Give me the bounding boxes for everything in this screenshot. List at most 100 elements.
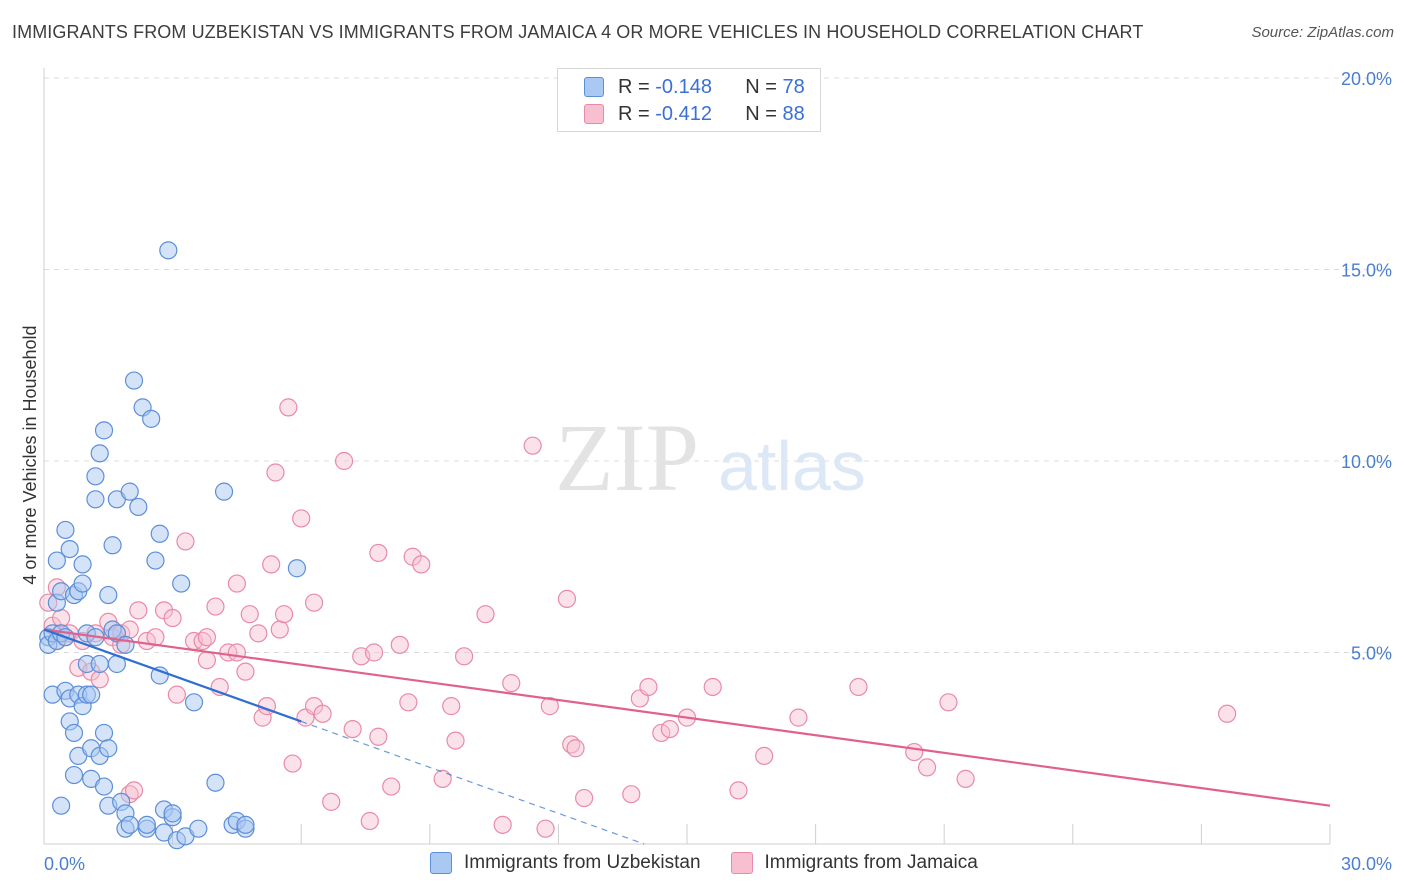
- data-point-jamaica: [755, 746, 774, 766]
- data-point-jamaica: [197, 628, 216, 647]
- data-point-jamaica: [540, 697, 559, 716]
- y-tick-label: 15.0%: [1341, 261, 1392, 281]
- series-jamaica-points: [39, 398, 1237, 838]
- data-point-uzbekistan: [47, 551, 66, 570]
- data-point-jamaica: [364, 643, 384, 662]
- data-point-jamaica: [849, 677, 868, 697]
- legend-label-jamaica: Immigrants from Jamaica: [764, 852, 978, 873]
- data-point-uzbekistan: [189, 819, 208, 838]
- trend-line-jamaica: [43, 628, 1331, 807]
- data-point-uzbekistan: [159, 241, 178, 260]
- data-point-uzbekistan: [206, 773, 225, 792]
- data-point-jamaica: [523, 436, 542, 455]
- data-point-jamaica: [703, 677, 722, 697]
- data-point-jamaica: [399, 693, 418, 712]
- data-point-jamaica: [390, 635, 409, 654]
- series-legend: Immigrants from Uzbekistan Immigrants fr…: [430, 852, 1008, 874]
- data-point-jamaica: [369, 727, 388, 746]
- data-point-jamaica: [454, 647, 474, 666]
- legend-row-uzbekistan: R = -0.148 N = 78: [584, 74, 805, 100]
- data-point-jamaica: [536, 819, 555, 838]
- data-point-jamaica: [249, 624, 268, 643]
- data-point-uzbekistan: [94, 421, 114, 440]
- legend-n-value: 88: [782, 102, 805, 125]
- data-point-uzbekistan: [94, 777, 114, 796]
- tick-labels: 5.0% 10.0% 15.0% 20.0% 0.0% 30.0%: [44, 69, 1392, 874]
- legend-r-label: R =: [618, 75, 656, 98]
- data-point-jamaica: [502, 674, 521, 693]
- data-point-jamaica: [227, 643, 246, 662]
- data-point-jamaica: [197, 651, 216, 670]
- series-uzbekistan-points: [39, 241, 307, 850]
- legend-r-label: R =: [618, 102, 656, 125]
- data-point-jamaica: [360, 811, 379, 831]
- data-point-jamaica: [442, 697, 461, 716]
- data-point-uzbekistan: [56, 520, 75, 540]
- data-point-jamaica: [227, 574, 246, 593]
- y-tick-label: 5.0%: [1351, 644, 1392, 664]
- data-point-uzbekistan: [99, 585, 118, 605]
- legend-row-jamaica: R = -0.412 N = 88: [584, 101, 805, 127]
- data-point-uzbekistan: [236, 815, 255, 834]
- data-point-jamaica: [266, 463, 285, 482]
- trend-line-uzbekistan-extension: [300, 720, 645, 845]
- data-point-jamaica: [253, 708, 272, 727]
- data-point-jamaica: [369, 543, 388, 563]
- data-point-jamaica: [90, 670, 109, 689]
- y-tick-label: 20.0%: [1341, 69, 1392, 89]
- data-point-jamaica: [236, 662, 255, 681]
- legend-item-uzbekistan[interactable]: Immigrants from Uzbekistan: [430, 852, 701, 874]
- data-point-uzbekistan: [146, 551, 165, 570]
- data-point-jamaica: [313, 704, 332, 723]
- grid-lines: [44, 77, 1392, 653]
- data-point-uzbekistan: [90, 654, 109, 674]
- data-point-uzbekistan: [137, 815, 156, 834]
- data-point-jamaica: [639, 677, 658, 697]
- data-point-uzbekistan: [142, 409, 161, 428]
- data-point-jamaica: [343, 719, 362, 739]
- data-point-jamaica: [557, 589, 577, 608]
- data-point-jamaica: [446, 731, 465, 750]
- watermark: ZIP atlas: [555, 404, 866, 511]
- data-point-uzbekistan: [120, 815, 139, 834]
- x-tick-label: 0.0%: [44, 854, 85, 874]
- data-point-jamaica: [279, 398, 298, 417]
- data-point-jamaica: [292, 509, 311, 528]
- data-point-uzbekistan: [60, 539, 79, 559]
- data-point-jamaica: [163, 608, 182, 628]
- data-point-jamaica: [956, 769, 975, 788]
- data-point-uzbekistan: [64, 723, 84, 743]
- data-point-jamaica: [270, 620, 289, 639]
- legend-swatch-pink: [730, 852, 753, 874]
- data-point-uzbekistan: [287, 559, 307, 578]
- chart-title: IMMIGRANTS FROM UZBEKISTAN VS IMMIGRANTS…: [12, 22, 1144, 42]
- legend-n-value: 78: [782, 75, 805, 98]
- data-point-uzbekistan: [172, 574, 191, 593]
- data-point-uzbekistan: [163, 804, 182, 823]
- data-point-jamaica: [382, 777, 401, 796]
- legend-swatch-blue: [584, 77, 604, 97]
- legend-swatch-blue: [430, 852, 452, 874]
- data-point-jamaica: [433, 769, 452, 788]
- data-point-uzbekistan: [214, 482, 234, 501]
- legend-item-jamaica[interactable]: Immigrants from Jamaica: [730, 852, 978, 874]
- data-point-jamaica: [729, 781, 748, 800]
- data-point-uzbekistan: [82, 685, 101, 704]
- data-point-jamaica: [905, 742, 924, 762]
- data-point-jamaica: [274, 605, 294, 624]
- data-point-uzbekistan: [103, 536, 122, 555]
- legend-r-value: -0.148: [655, 75, 712, 98]
- data-point-jamaica: [476, 605, 495, 624]
- data-point-jamaica: [167, 685, 186, 704]
- data-point-jamaica: [652, 723, 671, 743]
- legend-n-label: N =: [745, 102, 783, 125]
- data-point-uzbekistan: [150, 666, 169, 685]
- data-point-jamaica: [939, 693, 958, 712]
- data-point-jamaica: [124, 781, 144, 800]
- data-point-jamaica: [622, 785, 641, 804]
- data-point-uzbekistan: [86, 467, 105, 486]
- data-point-jamaica: [493, 815, 512, 834]
- legend-n-label: N =: [745, 75, 783, 98]
- data-point-uzbekistan: [124, 371, 144, 390]
